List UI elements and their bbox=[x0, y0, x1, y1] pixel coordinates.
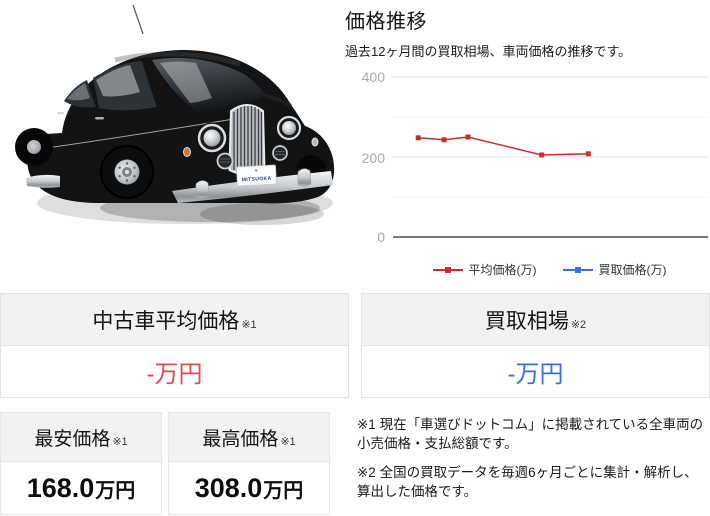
min-price-value-row: 168.0 万円 bbox=[0, 462, 162, 515]
license-plate-text: MITSUOKA bbox=[242, 176, 272, 184]
max-price-value: 308.0 bbox=[194, 473, 263, 503]
footnote-2: ※2 全国の買取データを毎週6ヶ月ごとに集計・解析し、算出した価格です。 bbox=[357, 465, 698, 500]
price-trend-chart bbox=[393, 76, 708, 238]
card-kaitori-note: ※2 bbox=[570, 318, 587, 331]
max-price-label: 最高価格 ※1 bbox=[202, 428, 296, 450]
kaitori-value: -万円 bbox=[507, 361, 564, 388]
card-used-avg-price: 中古車平均価格 ※1 -万円 bbox=[0, 293, 349, 398]
legend-square-marker-red-icon bbox=[444, 266, 451, 273]
max-price-cell: 最高価格 ※1 308.0 万円 bbox=[168, 412, 330, 515]
card-used-avg-title: 中古車平均価格 ※1 bbox=[92, 309, 257, 333]
car-photo: MITSUOKA bbox=[0, 0, 345, 290]
max-price-header: 最高価格 ※1 bbox=[168, 412, 330, 462]
legend-line-red-icon bbox=[432, 266, 463, 273]
chart-section: 価格推移 過去12ヶ月間の買取相場、車両価格の推移です。 400 200 0 平… bbox=[345, 0, 710, 290]
min-price-note: ※1 bbox=[112, 435, 128, 448]
legend-label-average-price: 平均価格(万) bbox=[468, 263, 537, 277]
chart-title: 価格推移 bbox=[345, 11, 427, 33]
y-axis-tick-400: 400 bbox=[361, 69, 385, 85]
legend-line-blue-icon bbox=[562, 266, 593, 273]
summary-cards: 中古車平均価格 ※1 -万円 買取相場 ※2 -万円 bbox=[0, 293, 710, 398]
chart-legend: 平均価格(万) 買取価格(万) bbox=[345, 261, 710, 278]
max-price-unit: 万円 bbox=[263, 480, 304, 502]
max-price-note: ※1 bbox=[280, 435, 296, 448]
card-kaitori-title: 買取相場 ※2 bbox=[484, 309, 587, 333]
chart-subtitle: 過去12ヶ月間の買取相場、車両価格の推移です。 bbox=[345, 44, 632, 59]
legend-square-marker-blue-icon bbox=[574, 266, 581, 273]
min-price-unit: 万円 bbox=[95, 480, 136, 502]
y-axis-tick-200: 200 bbox=[361, 150, 385, 166]
legend-label-purchase-price: 買取価格(万) bbox=[598, 263, 667, 277]
bottom-section: 最安価格 ※1 168.0 万円 最高価格 ※1 308.0 万円 ※1 現在「車選びド… bbox=[0, 412, 710, 515]
card-kaitori-header: 買取相場 ※2 bbox=[362, 294, 709, 346]
used-avg-value: -万円 bbox=[146, 361, 203, 388]
min-price-value: 168.0 bbox=[26, 473, 95, 503]
card-used-avg-note: ※1 bbox=[241, 318, 257, 331]
car-illustration: MITSUOKA bbox=[15, 4, 335, 225]
y-axis-tick-0: 0 bbox=[377, 229, 385, 245]
footnotes: ※1 現在「車選びドットコム」に掲載されている全車両の小売価格・支払総額です。 … bbox=[357, 412, 710, 515]
card-used-avg-header: 中古車平均価格 ※1 bbox=[1, 294, 348, 346]
top-section: MITSUOKA 価格推移 過去12ヶ月間の買取相場、車両価格の推移です。 40… bbox=[0, 0, 710, 290]
min-price-label: 最安価格 ※1 bbox=[34, 428, 128, 450]
min-price-header: 最安価格 ※1 bbox=[0, 412, 162, 462]
min-price-cell: 最安価格 ※1 168.0 万円 bbox=[0, 412, 162, 515]
legend-item-purchase-price[interactable]: 買取価格(万) bbox=[562, 261, 667, 278]
price-trend-chart-area: 400 200 0 bbox=[345, 63, 710, 248]
min-max-price-table: 最安価格 ※1 168.0 万円 最高価格 ※1 308.0 万円 bbox=[0, 412, 330, 515]
max-price-value-row: 308.0 万円 bbox=[168, 462, 330, 515]
card-kaitori-price: 買取相場 ※2 -万円 bbox=[361, 293, 710, 398]
footnote-1: ※1 現在「車選びドットコム」に掲載されている全車両の小売価格・支払総額です。 bbox=[357, 417, 704, 452]
legend-item-average-price[interactable]: 平均価格(万) bbox=[432, 261, 537, 278]
